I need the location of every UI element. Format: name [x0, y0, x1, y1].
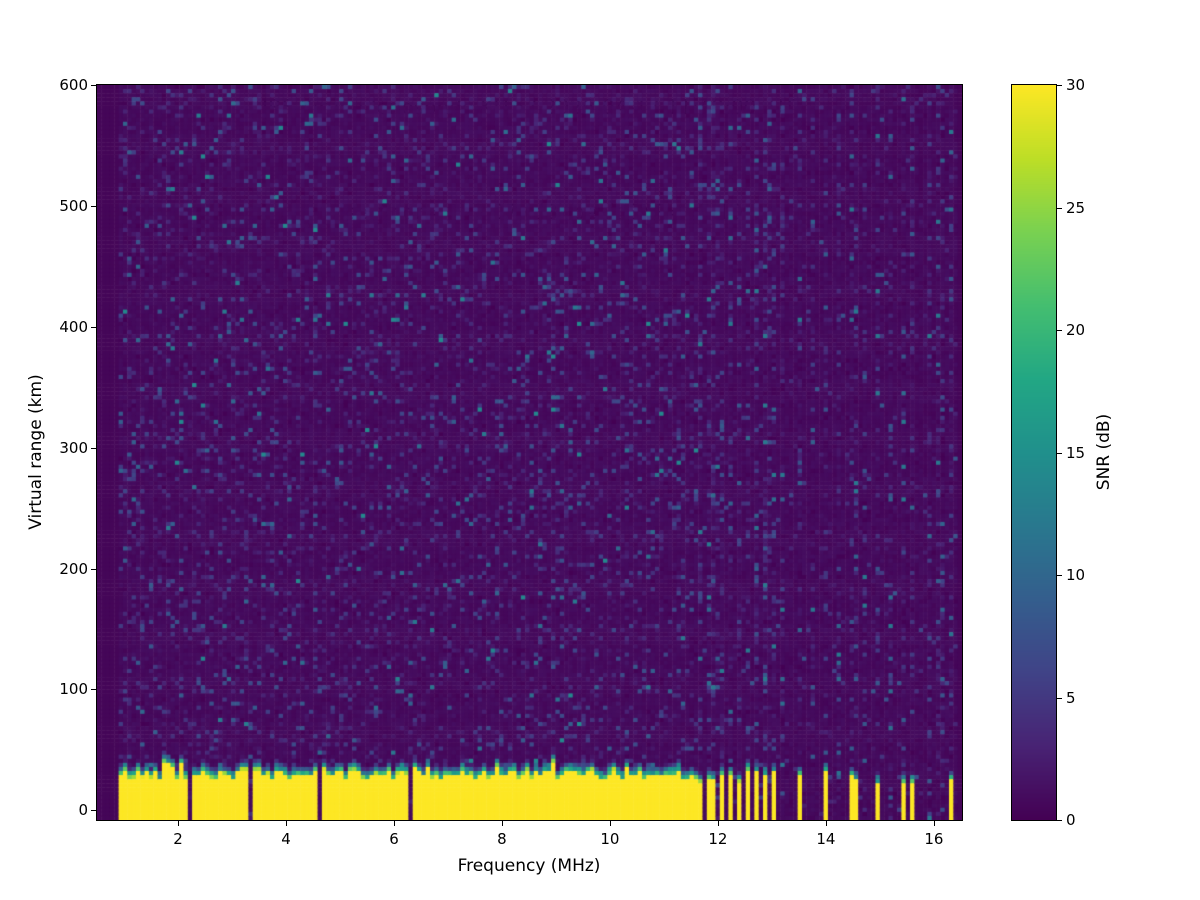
colorbar-tick-label: 10	[1066, 566, 1086, 584]
y-tick-label: 300	[59, 438, 88, 457]
x-tick-mark	[285, 821, 287, 826]
x-tick-label: 2	[173, 830, 183, 848]
colorbar-tick-mark	[1057, 452, 1062, 454]
colorbar-label: SNR (dB)	[1094, 413, 1114, 491]
colorbar-tick-mark	[1057, 85, 1062, 86]
colorbar-tick-label: 25	[1066, 198, 1086, 217]
colorbar-tick-mark	[1057, 820, 1062, 821]
x-tick-label: 6	[389, 830, 399, 848]
colorbar-tick-mark	[1057, 330, 1062, 331]
x-tick-label: 14	[816, 830, 836, 848]
y-tick-label: 400	[59, 317, 88, 336]
x-tick-mark	[609, 821, 611, 826]
x-tick-label: 16	[924, 830, 944, 848]
y-tick-mark	[91, 810, 96, 812]
x-tick-mark	[717, 821, 719, 826]
y-tick-mark	[91, 205, 96, 207]
colorbar-tick-mark	[1057, 697, 1062, 699]
y-tick-label: 500	[59, 196, 88, 215]
colorbar-gradient	[1011, 84, 1057, 821]
colorbar-tick-label: 30	[1066, 76, 1086, 94]
x-tick-label: 4	[281, 830, 291, 848]
x-tick-mark	[933, 821, 935, 826]
x-tick-label: 12	[708, 830, 728, 848]
x-tick-mark	[825, 821, 827, 826]
y-tick-label: 0	[78, 801, 88, 820]
colorbar-tick-label: 20	[1066, 321, 1086, 339]
x-tick-mark	[501, 821, 503, 826]
y-tick-label: 600	[59, 76, 88, 94]
colorbar-tick-mark	[1057, 575, 1062, 576]
colorbar-tick-label: 15	[1066, 443, 1086, 462]
ionogram-heatmap	[96, 84, 963, 821]
colorbar-tick-mark	[1057, 207, 1062, 209]
y-tick-mark	[91, 85, 96, 86]
y-tick-mark	[91, 689, 96, 691]
colorbar-tick-label: 0	[1066, 811, 1076, 829]
y-tick-label: 100	[59, 680, 88, 699]
y-tick-mark	[91, 568, 96, 570]
x-tick-mark	[393, 821, 395, 826]
x-axis-label: Frequency (MHz)	[457, 856, 601, 876]
y-tick-mark	[91, 447, 96, 449]
y-tick-mark	[91, 326, 96, 328]
x-tick-mark	[177, 821, 179, 826]
x-tick-label: 8	[497, 830, 507, 848]
x-tick-label: 10	[600, 830, 620, 848]
y-tick-label: 200	[59, 559, 88, 578]
y-axis-label: Virtual range (km)	[26, 374, 46, 530]
colorbar-tick-label: 5	[1066, 688, 1076, 707]
